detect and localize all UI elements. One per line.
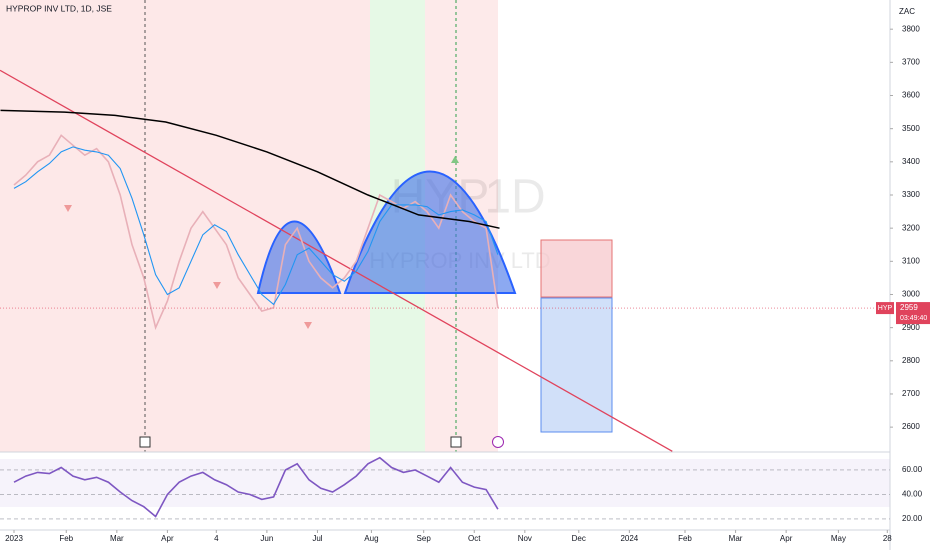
x-tick-label: Dec bbox=[572, 534, 586, 543]
symbol-tag bbox=[876, 302, 894, 315]
y-tick-label: 3100 bbox=[902, 256, 920, 265]
stop-zone bbox=[540, 239, 613, 298]
y-tick-label: 3500 bbox=[902, 124, 920, 133]
y-tick-label: 3200 bbox=[902, 223, 920, 232]
shade-red bbox=[0, 0, 370, 452]
x-tick-label: 2024 bbox=[620, 534, 638, 543]
earnings-marker bbox=[139, 436, 151, 448]
price-tag bbox=[896, 302, 930, 325]
x-tick-label: Jun bbox=[260, 534, 273, 543]
chart-title: HYPROP INV LTD, 1D, JSE bbox=[6, 3, 112, 13]
x-tick-label: 28 bbox=[883, 534, 892, 543]
signal-marker bbox=[451, 156, 459, 163]
x-tick-label: Jul bbox=[312, 534, 322, 543]
trendline bbox=[0, 69, 673, 452]
x-tick-label: Oct bbox=[468, 534, 481, 543]
y-tick-label: 2600 bbox=[902, 422, 920, 431]
y-tick-label: 60.00 bbox=[902, 465, 923, 474]
y-tick-label: 2800 bbox=[902, 356, 920, 365]
x-tick-label: May bbox=[831, 534, 846, 543]
y-tick-label: 3300 bbox=[902, 190, 920, 199]
x-tick-label: Mar bbox=[110, 534, 124, 543]
symbol-label: HYP bbox=[878, 305, 893, 312]
dividend-marker bbox=[492, 436, 504, 448]
target-zone bbox=[540, 297, 613, 433]
price-label: 2959 bbox=[900, 303, 918, 312]
x-tick-label: Apr bbox=[161, 534, 174, 543]
currency: ZAC bbox=[899, 7, 915, 16]
y-tick-label: 3400 bbox=[902, 157, 920, 166]
x-tick-label: 4 bbox=[214, 534, 219, 543]
x-tick-label: Sep bbox=[417, 534, 432, 543]
watermark: 1D bbox=[484, 171, 545, 224]
x-tick-label: Nov bbox=[518, 534, 532, 543]
price-line bbox=[13, 134, 499, 331]
y-tick-label: 3600 bbox=[902, 91, 920, 100]
y-tick-label: 3800 bbox=[902, 24, 920, 33]
y-tick-label: 3000 bbox=[902, 290, 920, 299]
x-tick-label: Mar bbox=[729, 534, 743, 543]
x-tick-label: Aug bbox=[364, 534, 378, 543]
y-tick-label: 2700 bbox=[902, 389, 920, 398]
y-tick-label: 2900 bbox=[902, 323, 920, 332]
moving-average bbox=[0, 109, 500, 229]
price-line bbox=[13, 456, 499, 518]
x-tick-label: Feb bbox=[678, 534, 692, 543]
y-tick-label: 20.00 bbox=[902, 514, 923, 523]
x-tick-label: Feb bbox=[59, 534, 73, 543]
rsi-band bbox=[0, 459, 890, 507]
countdown-label: 03:49:40 bbox=[900, 315, 927, 322]
price-line bbox=[13, 146, 499, 306]
earnings-marker bbox=[450, 436, 462, 448]
x-tick-label: 2023 bbox=[5, 534, 23, 543]
y-tick-label: 3700 bbox=[902, 57, 920, 66]
y-tick-label: 40.00 bbox=[902, 490, 923, 499]
x-tick-label: Apr bbox=[780, 534, 793, 543]
